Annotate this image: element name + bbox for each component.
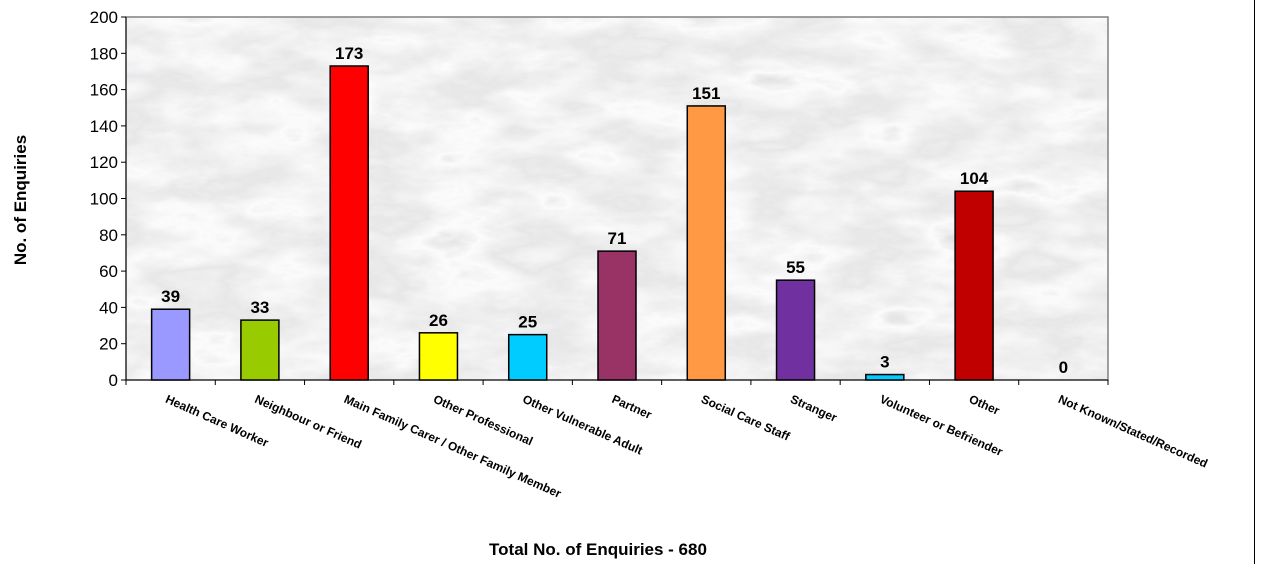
x-tick-label: Partner [610,392,654,422]
x-tick-label: Not Known/Stated/Recorded [1056,392,1210,471]
y-tick-label: 180 [90,44,118,63]
y-tick-label: 20 [99,335,118,354]
bar-value-label: 3 [880,353,889,372]
bar-value-label: 71 [608,229,627,248]
y-tick-label: 100 [90,190,118,209]
bar-value-label: 39 [161,287,180,306]
bar-value-label: 0 [1059,358,1068,377]
y-tick-label: 60 [99,262,118,281]
y-tick-label: 200 [90,8,118,27]
bar [329,65,369,381]
y-tick-label: 120 [90,153,118,172]
value-labels: 39 33 173 26 25 71 151 55 3 104 0 [161,44,1068,377]
bar-value-label: 55 [786,258,805,277]
bar-value-label: 104 [960,169,989,188]
bar-value-label: 173 [335,44,363,63]
x-tick-label: Other [967,392,1002,418]
plot-area [125,16,1109,381]
bar [865,373,905,381]
bar [507,333,548,381]
bar [150,308,191,381]
y-tick-label: 40 [99,298,118,317]
bar-value-label: 33 [250,298,269,317]
bar-value-label: 26 [429,311,448,330]
bar-value-label: 25 [518,313,537,332]
bar [597,250,637,381]
x-tick-label: Social Care Staff [699,392,793,444]
y-tick-label: 160 [90,81,118,100]
bar [418,332,459,381]
y-tick-label: 140 [90,117,118,136]
bar [240,319,280,381]
bar [775,279,816,381]
y-tick-label: 0 [109,371,118,390]
x-axis-title: Total No. of Enquiries - 680 [489,540,707,559]
bar-value-label: 151 [692,84,720,103]
page-right-border [1254,0,1255,564]
bars [150,65,994,381]
bar [686,105,727,381]
y-axis-title: No. of Enquiries [11,135,30,265]
bar [954,190,994,381]
x-tick-label: Stranger [788,392,839,425]
y-tick-label: 80 [99,226,118,245]
